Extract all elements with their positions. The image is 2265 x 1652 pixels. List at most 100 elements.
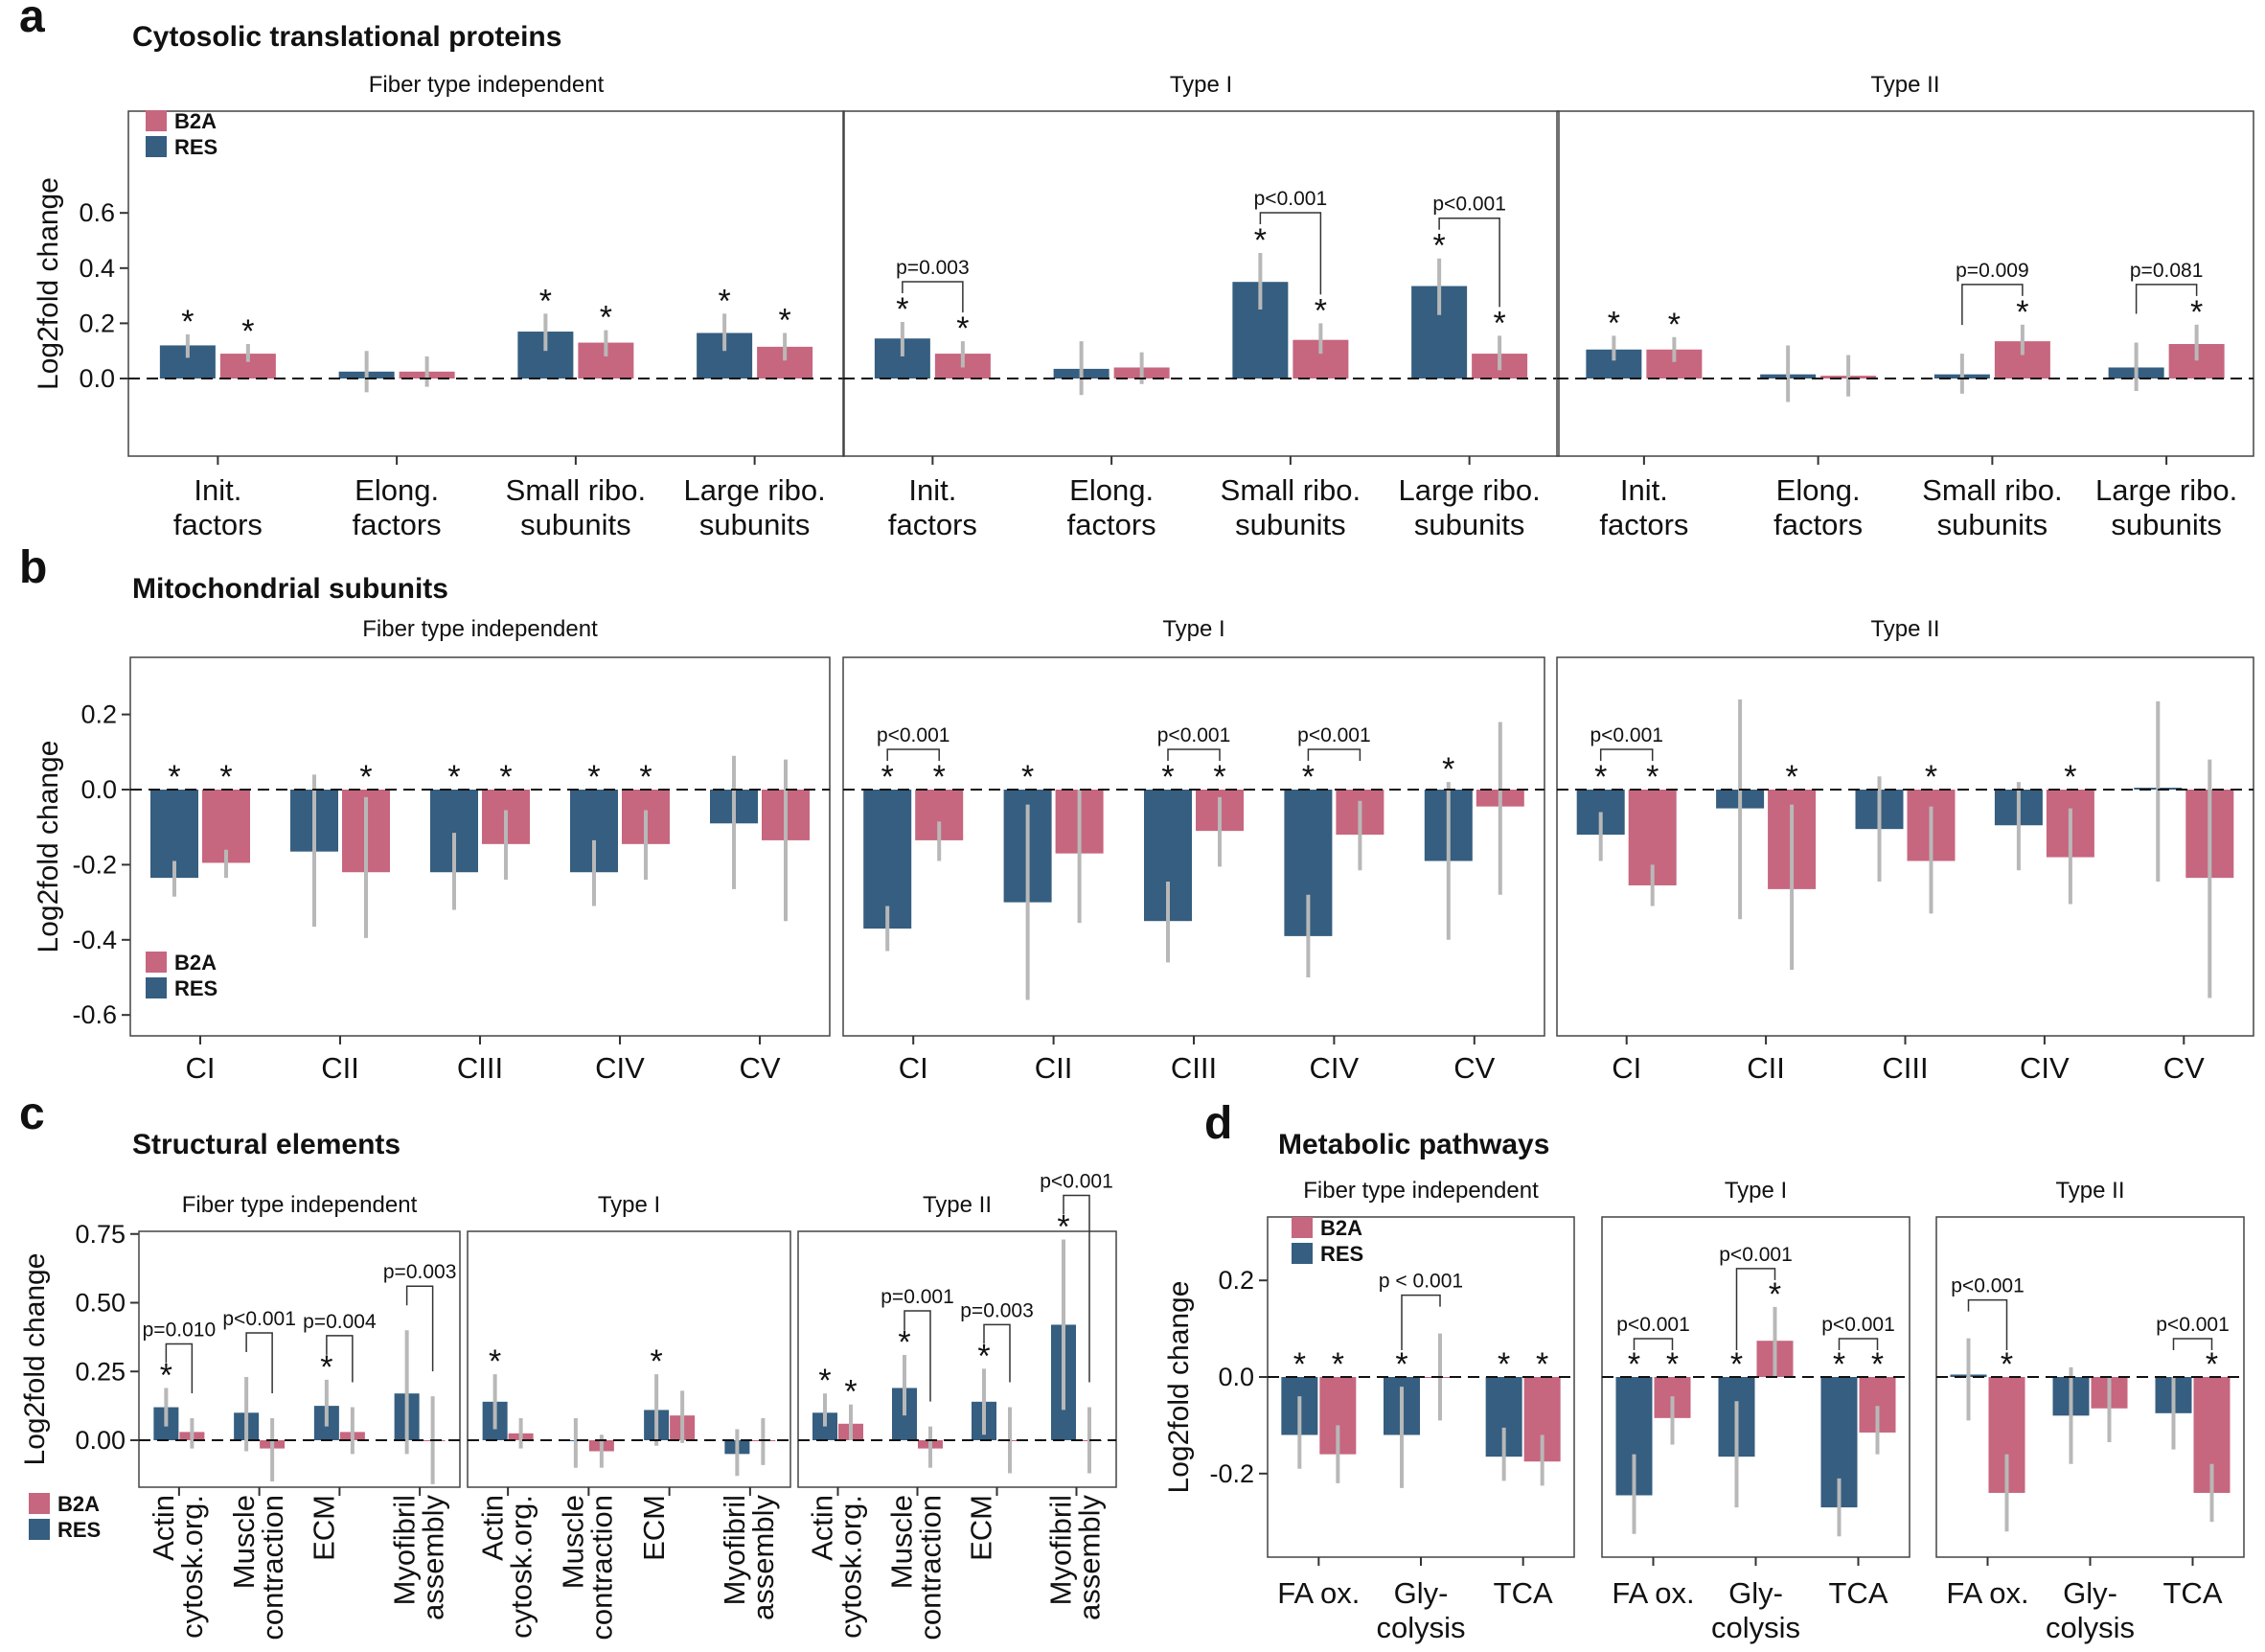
panel-letter: a xyxy=(19,0,45,42)
category-label: factors xyxy=(353,508,442,541)
pvalue-label: p < 0.001 xyxy=(1379,1271,1463,1293)
pvalue-bracket xyxy=(904,1310,931,1402)
facet-frame xyxy=(127,110,845,457)
y-tick-label: 0.0 xyxy=(80,775,117,804)
y-tick-label: -0.6 xyxy=(72,1000,117,1029)
category-label: assembly xyxy=(746,1495,780,1620)
category-label: CII xyxy=(1747,1051,1785,1085)
pvalue-bracket xyxy=(1599,748,1654,761)
legend-label: B2A xyxy=(174,109,217,133)
category-label: Small ribo. xyxy=(1922,473,2062,507)
significance-star: * xyxy=(1608,305,1620,341)
significance-star: * xyxy=(1666,1346,1679,1383)
significance-star: * xyxy=(1730,1346,1743,1383)
significance-star: * xyxy=(898,1324,910,1361)
significance-star: * xyxy=(1871,1346,1884,1383)
category-label: Elong. xyxy=(1776,473,1861,507)
significance-star: * xyxy=(1769,1276,1781,1313)
pvalue-label: p<0.001 xyxy=(1951,1275,2025,1297)
facet-0: Fiber type independent CI * * CII * CIII * * CIV *… xyxy=(129,616,831,1085)
y-axis-label: Log2fold change xyxy=(33,177,64,390)
facet-title: Type II xyxy=(2055,1178,2124,1204)
category-label: Large ribo. xyxy=(1399,473,1541,507)
category-label: colysis xyxy=(1711,1611,1800,1644)
significance-star: * xyxy=(1785,759,1797,795)
significance-star: * xyxy=(1161,759,1174,795)
y-axis-label: Log2fold change xyxy=(19,1253,51,1466)
category-label: ECM xyxy=(308,1495,341,1561)
y-tick-label: 0.75 xyxy=(75,1220,126,1249)
category-label: Gly- xyxy=(1728,1576,1783,1610)
category-label: subunits xyxy=(520,508,630,541)
category-label: Elong. xyxy=(1069,473,1154,507)
category-label: Actin xyxy=(147,1495,180,1561)
facet-frame xyxy=(1556,110,2254,457)
legend-label: RES xyxy=(174,135,217,159)
pvalue-bracket xyxy=(1401,1294,1441,1350)
facet-title: Type II xyxy=(1870,72,1939,98)
y-tick-label: -0.4 xyxy=(72,926,117,954)
category-label: Muscle xyxy=(885,1495,919,1589)
significance-star: * xyxy=(2190,294,2203,331)
panel-a: a Cytosolic translational proteins Log2fol… xyxy=(19,0,2254,541)
significance-star: * xyxy=(719,283,731,319)
significance-star: * xyxy=(600,300,612,336)
facet-frame xyxy=(467,1230,791,1488)
pvalue-bracket xyxy=(1838,1338,1879,1350)
y-tick-label: 0.0 xyxy=(1218,1363,1254,1391)
significance-star: * xyxy=(1315,292,1327,329)
significance-star: * xyxy=(489,1343,501,1380)
category-label: CV xyxy=(1453,1051,1495,1085)
pvalue-bracket xyxy=(886,748,940,761)
significance-star: * xyxy=(1498,1346,1510,1383)
pvalue-label: p<0.001 xyxy=(1616,1314,1690,1336)
category-label: factors xyxy=(1773,508,1863,541)
significance-star: * xyxy=(1594,759,1607,795)
facet-1: Type I CI * * p<0.001 CII * CIII * * p<0.001 CIV * p<… xyxy=(842,616,1545,1085)
significance-star: * xyxy=(639,759,652,795)
category-label: Large ribo. xyxy=(684,473,826,507)
category-label: CV xyxy=(739,1051,780,1085)
category-label: TCA xyxy=(1829,1576,1888,1610)
significance-star: * xyxy=(320,1349,332,1386)
category-label: subunits xyxy=(699,508,810,541)
pvalue-label: p<0.001 xyxy=(222,1308,296,1330)
category-label: Myofibril xyxy=(1044,1495,1078,1605)
pvalue-bracket xyxy=(326,1335,354,1383)
category-label: FA ox. xyxy=(1612,1576,1694,1610)
category-label: Actin xyxy=(806,1495,839,1561)
category-label: TCA xyxy=(1494,1576,1553,1610)
category-label: colysis xyxy=(2046,1611,2135,1644)
facet-title: Fiber type independent xyxy=(362,616,598,642)
significance-star: * xyxy=(1442,751,1454,788)
significance-star: * xyxy=(359,759,372,795)
significance-star: * xyxy=(587,759,600,795)
category-label: CII xyxy=(1035,1051,1073,1085)
pvalue-label: p=0.003 xyxy=(383,1261,457,1283)
pvalue-bracket xyxy=(1961,284,2024,326)
legend-label: RES xyxy=(1320,1242,1363,1266)
pvalue-bracket xyxy=(165,1342,194,1394)
category-label: CIII xyxy=(1882,1051,1928,1085)
category-label: Gly- xyxy=(2063,1576,2117,1610)
significance-star: * xyxy=(1536,1346,1548,1383)
facet-frame xyxy=(842,110,1560,457)
category-label: CI xyxy=(1612,1051,1641,1085)
category-label: Init. xyxy=(1620,473,1668,507)
significance-star: * xyxy=(1021,759,1034,795)
legend-swatch-res xyxy=(29,1519,50,1540)
significance-star: * xyxy=(219,759,232,795)
significance-star: * xyxy=(956,310,969,347)
category-label: TCA xyxy=(2163,1576,2223,1610)
category-label: factors xyxy=(1067,508,1156,541)
pvalue-label: p<0.001 xyxy=(1590,724,1663,746)
facet-title: Fiber type independent xyxy=(1303,1178,1539,1204)
significance-star: * xyxy=(933,759,946,795)
pvalue-bracket xyxy=(1967,1298,2008,1350)
facet-title: Type I xyxy=(1170,72,1232,98)
facet-title: Type II xyxy=(923,1192,992,1218)
facet-title: Type II xyxy=(1870,616,1939,642)
